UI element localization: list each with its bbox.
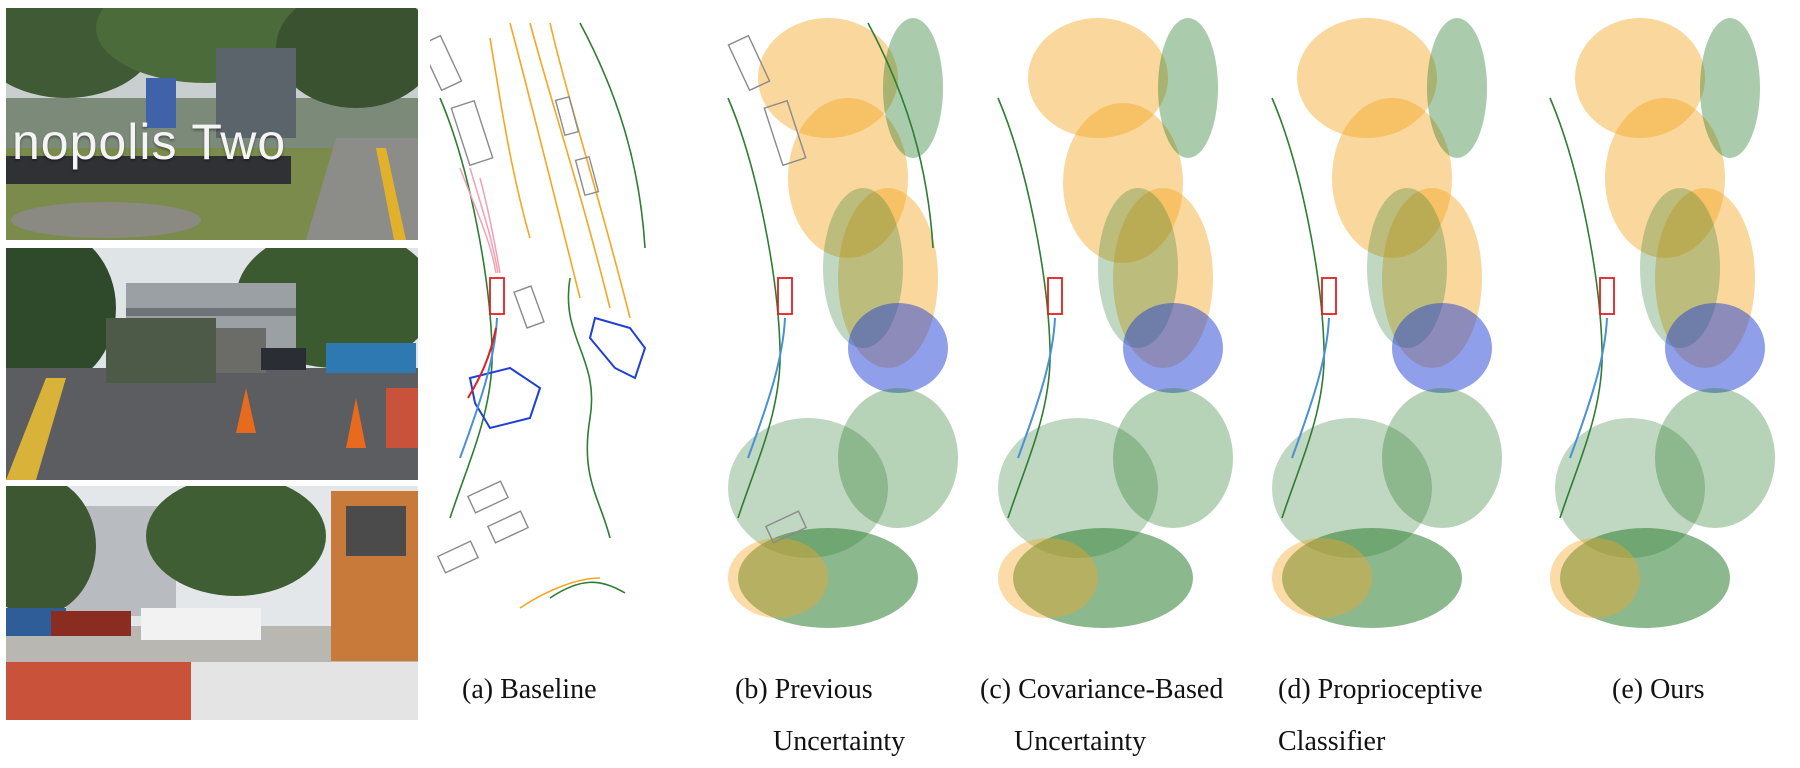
sign-text: nopolis Two [12,114,287,170]
map-panel-previous-uncertainty [718,18,988,648]
caption-previous-line2: Uncertainty [773,726,906,757]
caption-proprioceptive-line1: (d) Proprioceptive [1278,674,1483,705]
caption-ours-line1: (e) Ours [1612,674,1705,705]
ego-vehicle [459,277,505,459]
uncertainty-ellipses [1272,18,1502,628]
map-covariance-svg [997,18,1233,628]
camera-image-front-right-scene [6,486,418,720]
caption-baseline: (a) Baseline [462,664,597,716]
ego-vehicle [1017,277,1063,459]
map-proprioceptive-svg [1271,18,1502,628]
camera-image-front-right [6,486,418,720]
agent-boxes [430,34,600,574]
caption-previous-line1: (b) Previous [735,674,873,705]
map-ours-svg [1549,18,1775,628]
camera-image-front-left [6,248,418,480]
uncertainty-ellipses [1550,18,1775,628]
map-panel-proprioceptive-classifier [1262,18,1532,648]
caption-previous-uncertainty: (b) Previous Uncertainty [735,664,905,768]
map-panel-baseline [430,18,700,648]
ego-vehicle [1569,277,1615,459]
caption-baseline-line1: (a) Baseline [462,674,597,705]
road-boundary-lines [727,22,934,519]
map-previous-svg [727,18,958,628]
pedestrian-crossings [468,316,647,430]
caption-ours: (e) Ours [1612,664,1705,716]
camera-image-front-left-scene [6,248,418,480]
road-boundary-lines [439,22,646,599]
lane-divider-lines [489,22,631,609]
caption-covariance-line1: (c) Covariance-Based [980,674,1224,705]
map-baseline-svg [430,22,647,609]
caption-covariance-uncertainty: (c) Covariance-Based Uncertainty [980,664,1223,768]
caption-covariance-line2: Uncertainty [1014,726,1147,757]
ego-vehicle [1291,277,1337,459]
road-boundary-lines [1271,97,1325,519]
ego-vehicle [747,277,793,459]
uncertainty-ellipses [728,18,958,628]
road-boundary-lines [1549,97,1603,519]
caption-proprioceptive-line2: Classifier [1278,726,1386,757]
agent-boxes [727,34,808,544]
map-panel-ours [1540,18,1800,648]
caption-proprioceptive-classifier: (d) Proprioceptive Classifier [1278,664,1483,768]
map-panel-covariance-uncertainty [988,18,1258,648]
camera-image-front-scene [6,8,418,240]
camera-image-front: nopolis Two [6,8,418,240]
predicted-trajectories [459,167,501,274]
road-boundary-lines [997,97,1051,519]
uncertainty-ellipses [998,18,1233,628]
